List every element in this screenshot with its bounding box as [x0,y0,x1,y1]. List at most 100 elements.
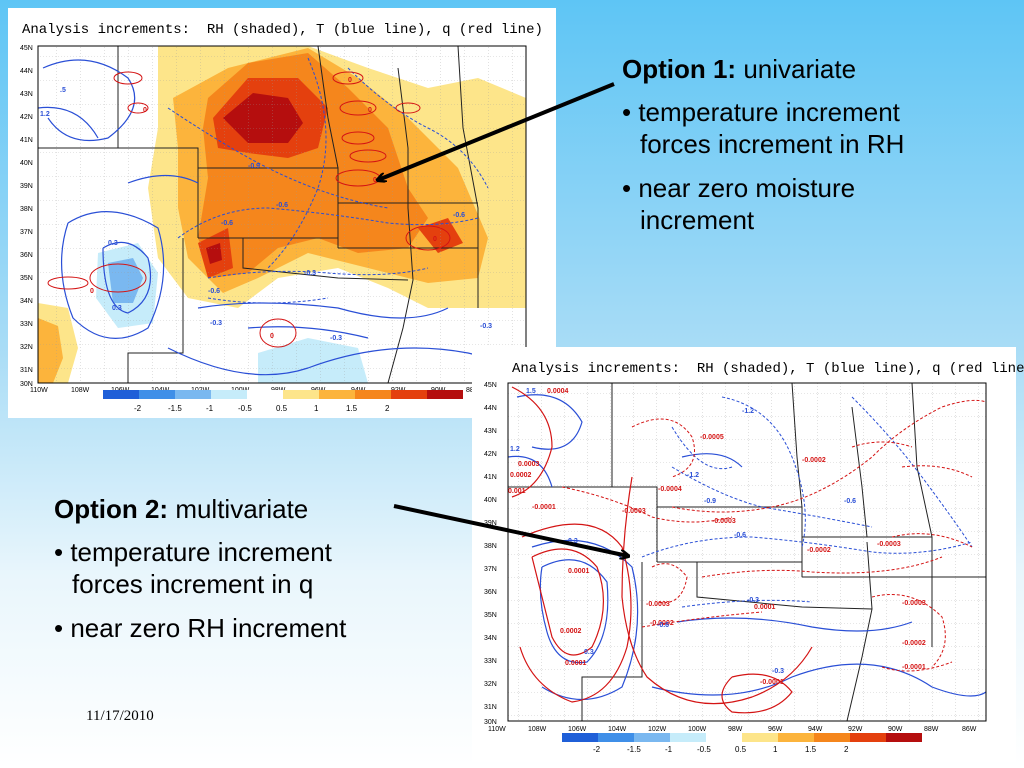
lat-tick-label: 34N [484,635,497,642]
lat-tick-label: 33N [20,321,33,328]
colorbar-label: 2 [844,745,849,754]
colorbar-labels: -2 -1.5 -1 -0.5 0.5 1 1.5 2 [134,404,390,413]
q-increment-map: 1.5 0.0004 -1.2 1.2 -0.0005 -1.2 -0.0004… [484,382,987,754]
colorbar-swatch [103,390,139,399]
state-borders [508,383,986,721]
lon-tick-label: 104W [608,726,627,733]
colorbar-swatch [598,733,634,742]
colorbar-label: -2 [593,745,601,754]
contour-label: -0.0004 [658,486,682,493]
bullet-line: forces increment in q [72,569,314,599]
contour-label: 0 [270,333,274,340]
contour-label: 0.0002 [560,628,582,635]
colorbar-swatch [247,390,283,399]
contour-label: -0.9 [248,163,260,170]
option2-heading-bold: Option 2: [54,494,169,524]
contour-labels: .5 1.2 0.3 0.3 -0.9 -0.6 -0.6 -0.6 -0.6 … [40,77,492,342]
colorbar-swatch [283,390,319,399]
contour-label: 0.3 [568,538,578,545]
lat-tick-label: 44N [20,68,33,75]
lat-tick-label: 30N [20,381,33,388]
lat-tick-label: 41N [484,474,497,481]
lat-tick-label: 31N [20,367,33,374]
lat-tick-label: 33N [484,658,497,665]
lat-tick-label: 43N [484,428,497,435]
bullet-line: • near zero RH increment [54,613,347,643]
colorbar-label: -1.5 [168,404,182,413]
option2-heading: Option 2: multivariate [54,494,464,524]
latitude-axis: 45N 44N 43N 42N 41N 40N 39N 38N 37N 36N … [20,45,33,388]
contour-label: -0.6 [276,202,288,209]
lat-tick-label: 45N [484,382,497,389]
contour-label: -0.0005 [700,434,724,441]
contour-label: 1.5 [526,388,536,395]
contour-label: -0.6 [453,212,465,219]
lat-tick-label: 30N [484,719,497,726]
contour-label: 0 [433,236,437,243]
colorbar-swatch [175,390,211,399]
colorbar-swatch [634,733,670,742]
lat-tick-label: 31N [484,704,497,711]
lon-tick-label: 108W [71,387,90,394]
contour-label: 0.001 [508,488,526,495]
lon-tick-label: 90W [888,726,903,733]
option2-bullet-1: • temperature increment forces increment… [54,536,464,600]
colorbar-swatch [850,733,886,742]
contour-label: 1.2 [510,446,520,453]
contour-label: -0.0001 [760,679,784,686]
lat-tick-label: 35N [484,612,497,619]
lat-tick-label: 39N [20,183,33,190]
map-frame [37,45,527,384]
colorbar-label: 0.5 [735,745,747,754]
bullet-line: • temperature increment [622,97,900,127]
contour-labels: 1.5 0.0004 -1.2 1.2 -0.0005 -1.2 -0.0004… [508,388,926,686]
option2-bullet-2: • near zero RH increment [54,612,464,644]
contour-label: -1.2 [742,408,754,415]
colorbar-swatch [778,733,814,742]
contour-label: 0.0004 [547,388,569,395]
rh-colorbar [103,390,463,399]
contour-label: 0.0001 [754,604,776,611]
contour-label: -0.3 [210,320,222,327]
colorbar-swatch [211,390,247,399]
contour-label: 0.3 [112,305,122,312]
contour-label: 1.2 [40,111,50,118]
contour-label: -0.0002 [807,547,831,554]
bullet-line: forces increment in RH [640,129,905,159]
map-title: Analysis increments: RH (shaded), T (blu… [22,22,543,38]
lat-tick-label: 42N [20,114,33,121]
lon-tick-label: 110W [30,387,48,394]
temperature-negative-contours [167,57,489,304]
contour-label: 0.3 [584,649,594,656]
lat-tick-label: 40N [20,160,33,167]
lon-tick-label: 110W [488,726,506,733]
lon-tick-label: 88 [466,387,474,394]
lat-tick-label: 38N [484,543,497,550]
contour-label: -0.0001 [902,664,926,671]
contour-label: -0.3 [772,668,784,675]
colorbar-swatch [742,733,778,742]
contour-label: 0.0001 [565,660,587,667]
lon-tick-label: 102W [648,726,667,733]
contour-label: -0.3 [747,597,759,604]
lat-tick-label: 40N [484,497,497,504]
option1-heading-rest: univariate [736,54,857,84]
colorbar-label: -1.5 [627,745,641,754]
lat-tick-label: 34N [20,298,33,305]
contour-label: -0.0001 [532,504,556,511]
contour-label: -0.0003 [646,601,670,608]
lat-tick-label: 38N [20,206,33,213]
lat-tick-label: 36N [484,589,497,596]
colorbar-label: -2 [134,404,142,413]
option1-text: Option 1: univariate • temperature incre… [622,54,1017,236]
map-title: Analysis increments: RH (shaded), T (blu… [512,361,1024,377]
colorbar-label: 1.5 [805,745,817,754]
colorbar-swatch [319,390,355,399]
contour-label: -0.3 [330,335,342,342]
contour-label: -1.2 [687,472,699,479]
latitude-axis: 45N 44N 43N 42N 41N 40N 39N 38N 37N 36N … [484,382,497,726]
lat-tick-label: 43N [20,91,33,98]
contour-label: -0.0003 [712,518,736,525]
lon-tick-label: 94W [808,726,823,733]
option1-bullet-1: • temperature increment forces increment… [622,96,1017,160]
